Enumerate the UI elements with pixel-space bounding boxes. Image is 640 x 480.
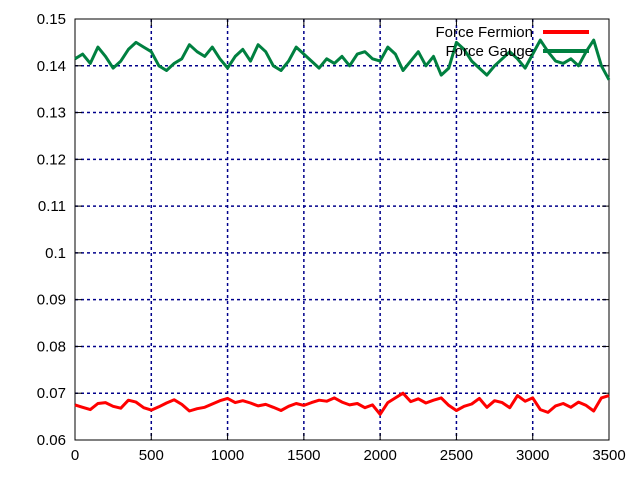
x-tick-label: 1000 bbox=[211, 447, 244, 464]
series-line-force-fermion bbox=[74, 391, 610, 416]
axis-ticks: 0 500 1000 1500 2000 2500 3000 3500 0.06 0.07 0.08… bbox=[37, 11, 626, 464]
legend-label-force-fermion: Force Fermion bbox=[435, 24, 533, 41]
x-tick-label: 2000 bbox=[363, 447, 396, 464]
y-tick-label: 0.13 bbox=[37, 105, 66, 122]
legend: Force Fermion Force Gauge bbox=[435, 24, 589, 60]
y-tick-label: 0.06 bbox=[37, 432, 66, 449]
y-tick-label: 0.15 bbox=[37, 11, 66, 28]
x-tick-label: 3500 bbox=[592, 447, 625, 464]
x-tick-label: 2500 bbox=[440, 447, 473, 464]
y-tick-label: 0.07 bbox=[37, 385, 66, 402]
y-tick-label: 0.12 bbox=[37, 151, 66, 168]
x-tick-label: 3000 bbox=[516, 447, 549, 464]
y-tick-label: 0.11 bbox=[38, 198, 66, 215]
x-tick-label: 1500 bbox=[287, 447, 320, 464]
series-lines bbox=[74, 38, 611, 416]
series-line-force-gauge bbox=[74, 38, 611, 81]
x-tick-label: 500 bbox=[139, 447, 164, 464]
y-tick-label: 0.1 bbox=[45, 245, 66, 262]
legend-label-force-gauge: Force Gauge bbox=[445, 43, 533, 60]
y-tick-label: 0.14 bbox=[37, 58, 66, 75]
grid bbox=[75, 19, 609, 440]
y-tick-label: 0.08 bbox=[37, 338, 66, 355]
plot-frame bbox=[74, 18, 610, 441]
y-tick-label: 0.09 bbox=[37, 292, 66, 309]
x-tick-label: 0 bbox=[71, 447, 79, 464]
